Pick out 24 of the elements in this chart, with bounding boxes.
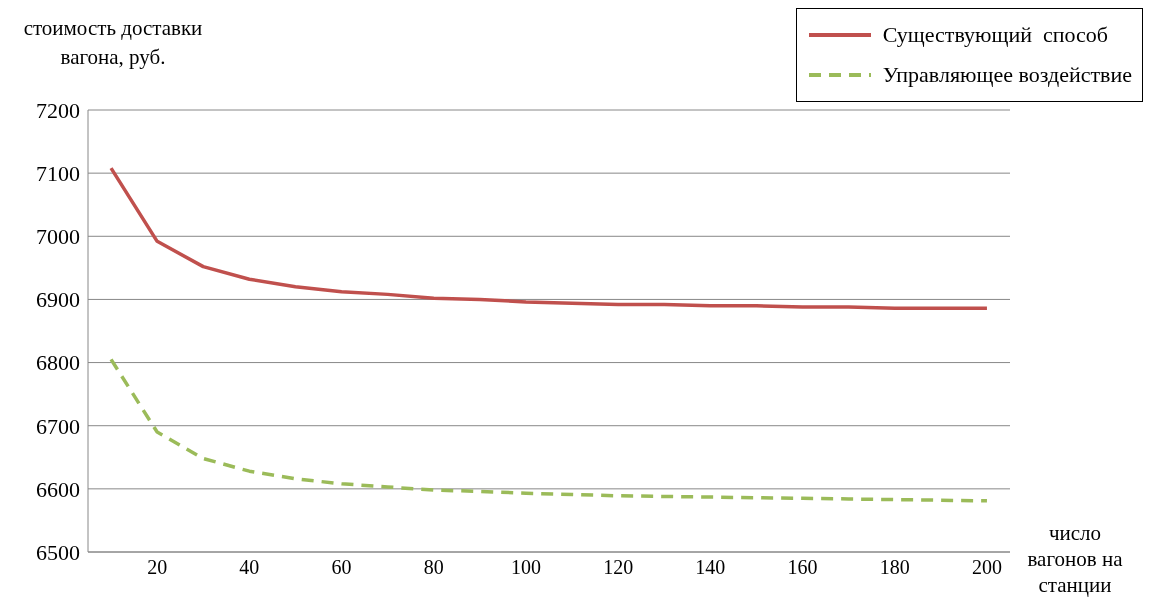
y-tick-label: 6700	[36, 413, 80, 439]
x-tick-label: 160	[787, 556, 818, 579]
y-tick-label: 6600	[36, 476, 80, 502]
y-tick-label: 7200	[36, 97, 80, 123]
x-tick-label: 200	[971, 556, 1002, 579]
y-tick-label: 7000	[36, 224, 80, 250]
x-tick-label: 100	[510, 556, 541, 579]
x-axis-title: число вагонов на станции	[1026, 520, 1124, 598]
line-series	[109, 166, 989, 311]
x-tick-label: 120	[603, 556, 634, 579]
y-tick-label: 6800	[36, 350, 80, 376]
x-tick-label: 20	[147, 556, 168, 579]
x-tick-label: 60	[331, 556, 352, 579]
y-axis-title: стоимость доставки вагона, руб.	[22, 15, 204, 71]
y-tick-label: 6900	[36, 287, 80, 313]
x-tick-label: 180	[879, 556, 910, 579]
legend-label: Управляющее воздействие	[882, 62, 1132, 88]
x-tick-label: 140	[695, 556, 726, 579]
line-series	[109, 357, 989, 503]
y-tick-label: 7100	[36, 160, 80, 186]
x-tick-label: 40	[239, 556, 260, 579]
x-tick-label: 80	[423, 556, 444, 579]
y-tick-label: 6500	[36, 539, 80, 565]
legend-label: Существующий способ	[882, 22, 1109, 48]
